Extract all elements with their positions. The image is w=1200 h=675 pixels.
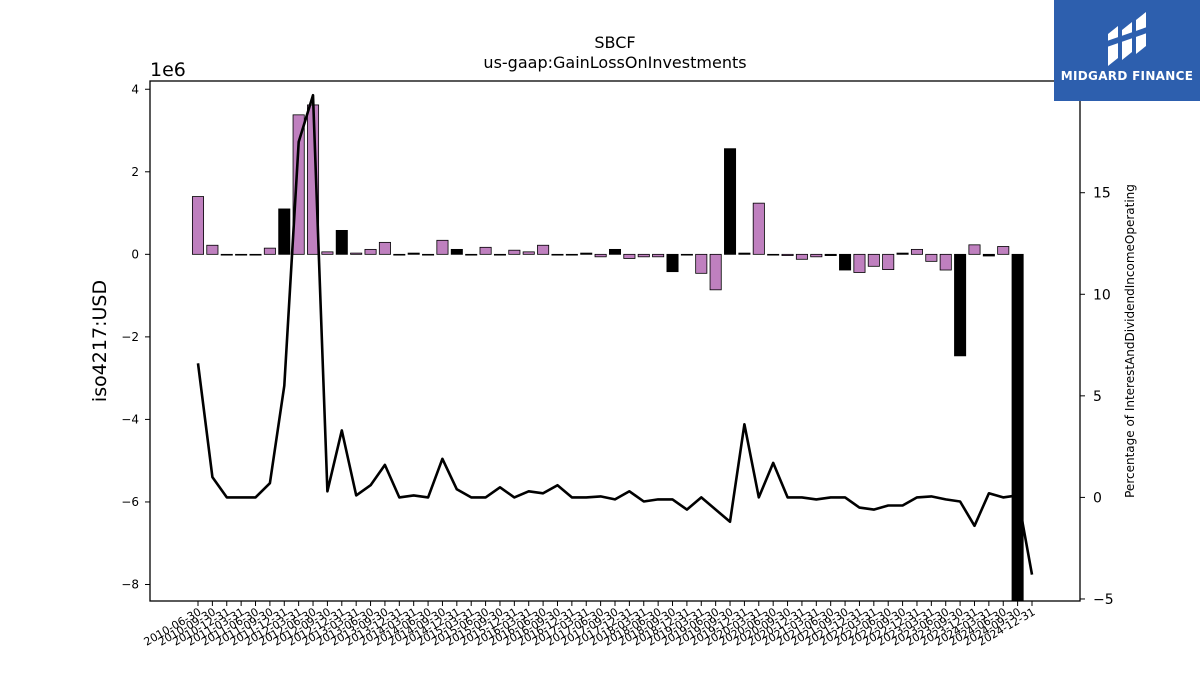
bar [997, 246, 1010, 255]
bar [608, 248, 622, 255]
y-tick-label: −2 [121, 330, 139, 344]
bar [954, 253, 967, 357]
bar [249, 253, 262, 256]
y-tick-label: 2 [131, 165, 139, 179]
bar [695, 253, 708, 274]
bar [191, 196, 205, 255]
bar [580, 252, 593, 255]
y2-tick-label: 5 [1093, 389, 1102, 405]
bar [824, 253, 837, 256]
bar [1011, 253, 1024, 602]
y2-tick-label: 0 [1093, 490, 1102, 506]
bar [422, 253, 435, 256]
y-tick-label: −4 [121, 412, 139, 426]
y2-tick-label: −5 [1093, 592, 1114, 608]
bar [839, 253, 852, 271]
bar-series [191, 104, 1024, 602]
bar [810, 253, 823, 258]
bar [968, 244, 981, 255]
bar [623, 253, 636, 259]
y-tick-label: 4 [131, 82, 139, 96]
bar [292, 114, 305, 255]
bar [378, 241, 391, 255]
plot-frame [149, 80, 1081, 602]
y2-tick-label: 10 [1093, 287, 1111, 303]
bar [795, 253, 808, 260]
bar [752, 202, 765, 255]
bar [321, 251, 334, 255]
bar [537, 244, 550, 255]
bar [910, 248, 923, 255]
bar [220, 253, 233, 256]
bar [781, 253, 794, 256]
y-tick-label: −6 [121, 495, 139, 509]
logo-mark-icon [1104, 12, 1150, 66]
bar [853, 253, 866, 273]
bar [652, 253, 665, 258]
y2-tick-label: 15 [1093, 186, 1111, 202]
bar [508, 249, 521, 255]
bar [867, 253, 880, 267]
bar [479, 246, 492, 255]
left-axis-ticks: −8 −6 −4 −2 0 2 4 [121, 82, 150, 591]
line-series [196, 93, 1034, 575]
bar [278, 208, 291, 255]
bar [393, 253, 406, 256]
bar [450, 248, 463, 255]
bar [594, 253, 607, 258]
bar [235, 253, 248, 256]
y-axis-label: iso4217:USD [89, 280, 111, 402]
bar [882, 253, 895, 271]
bar [350, 252, 363, 255]
chart-subtitle: us-gaap:GainLossOnInvestments [483, 53, 746, 72]
bar [522, 251, 535, 255]
bar [565, 253, 578, 256]
x-axis-ticks: 2010-06-302010-09-302010-12-312011-03-31… [142, 601, 1038, 649]
bar [263, 247, 276, 255]
percentage-line [196, 93, 1034, 575]
y-tick-label: 0 [131, 247, 139, 261]
chart-title: SBCF [594, 33, 635, 52]
bar [206, 244, 219, 255]
bar [335, 229, 348, 255]
bar [637, 253, 650, 258]
bar [724, 148, 737, 255]
brand-logo: MIDGARD FINANCE [1054, 0, 1200, 101]
bar [551, 253, 564, 256]
bar [407, 252, 420, 255]
bar [896, 252, 909, 255]
bar [436, 239, 449, 255]
bar [666, 253, 679, 273]
y-offset-label: 1e6 [150, 59, 186, 81]
bar [493, 253, 506, 256]
bar [465, 253, 478, 256]
bar [364, 248, 377, 255]
logo-text: MIDGARD FINANCE [1060, 69, 1194, 83]
bar [982, 253, 995, 257]
y2-axis-label: Percentage of InterestAndDividendIncomeO… [1123, 184, 1137, 498]
bar [709, 253, 722, 291]
bar [738, 252, 751, 255]
y-tick-label: −8 [121, 577, 139, 591]
bar [925, 253, 938, 262]
bar [680, 253, 693, 256]
bar [939, 253, 952, 271]
bar [767, 253, 780, 256]
